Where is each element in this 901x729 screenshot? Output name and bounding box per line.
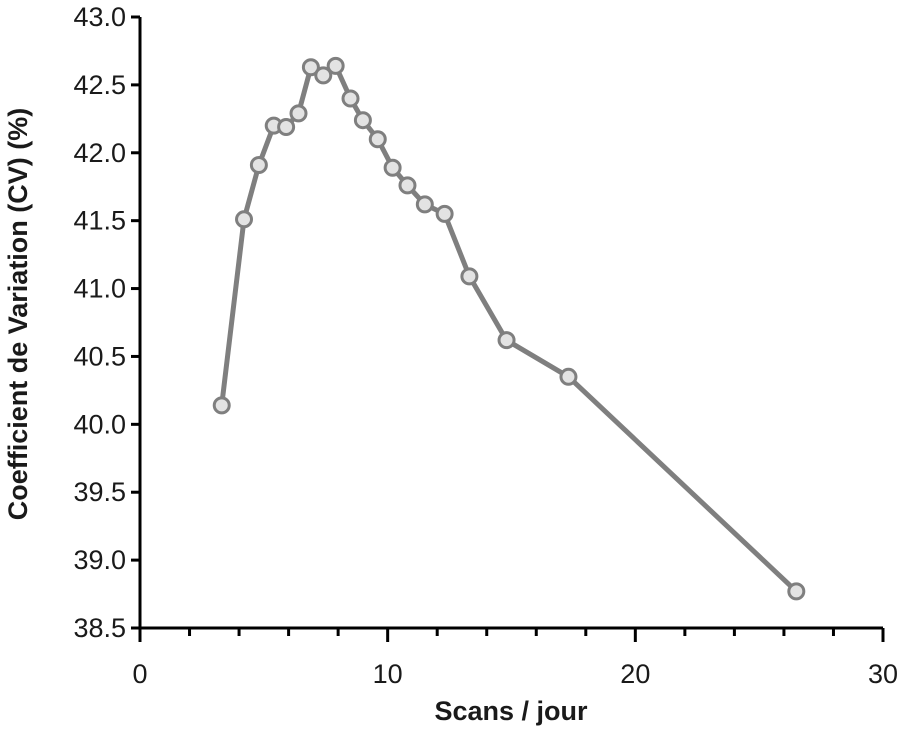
data-point	[383, 158, 402, 177]
data-point	[368, 130, 387, 149]
data-point	[277, 117, 296, 136]
x-tick-labels: 0 10 20 30	[132, 659, 898, 689]
data-point	[353, 111, 372, 130]
data-point	[212, 396, 231, 415]
y-tick-label: 40.0	[73, 409, 126, 439]
y-tick-label: 41.5	[73, 206, 126, 236]
data-point	[415, 195, 434, 214]
x-tick-label: 30	[868, 659, 898, 689]
series-line	[219, 63, 799, 594]
y-tick-label: 43.0	[73, 2, 126, 32]
data-point	[497, 331, 516, 350]
data-point	[289, 104, 308, 123]
y-tick-label: 39.5	[73, 477, 126, 507]
y-tick-label: 39.0	[73, 545, 126, 575]
axes	[131, 15, 885, 642]
data-point	[235, 210, 254, 229]
data-point	[787, 582, 806, 601]
data-point	[341, 89, 360, 108]
x-tick-label: 20	[620, 659, 650, 689]
data-point	[460, 267, 479, 286]
x-axis-title: Scans / jour	[434, 696, 588, 726]
y-tick-label: 40.5	[73, 341, 126, 371]
x-tick-label: 10	[373, 659, 403, 689]
y-tick-labels: 38.5 39.0 39.5 40.0 40.5 41.0 41.5 42.0 42.5 43.0	[73, 2, 126, 643]
data-point	[435, 204, 454, 223]
y-tick-label: 41.0	[73, 274, 126, 304]
data-point	[249, 155, 268, 174]
y-axis-title: Coefficient de Variation (CV) (%)	[3, 108, 33, 521]
data-point	[314, 66, 333, 85]
y-tick-label: 42.5	[73, 70, 126, 100]
series-layer	[212, 56, 806, 601]
y-tick-label: 38.5	[73, 613, 126, 643]
data-point	[301, 58, 320, 77]
data-point	[398, 176, 417, 195]
x-tick-label: 0	[132, 659, 147, 689]
data-point	[326, 56, 345, 75]
data-point	[559, 367, 578, 386]
y-tick-label: 42.0	[73, 138, 126, 168]
